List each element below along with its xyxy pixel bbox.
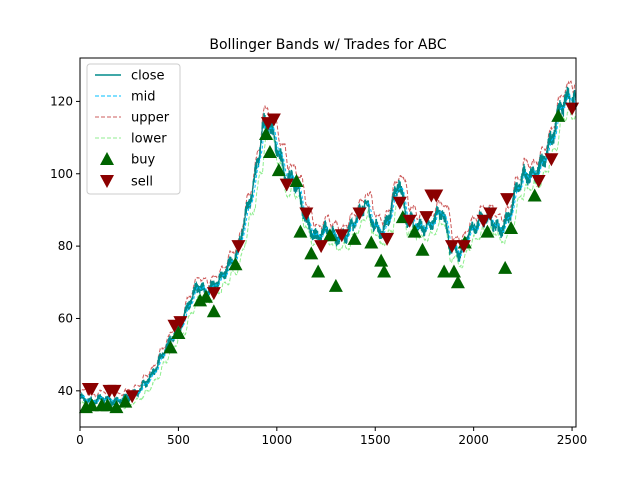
buy-marker (118, 394, 133, 408)
sell-marker (531, 175, 546, 188)
sell-marker (500, 193, 515, 207)
buy-marker (374, 253, 389, 267)
buy-marker (262, 145, 277, 159)
sell-marker (84, 383, 99, 397)
buy-marker (193, 293, 208, 307)
sell-marker (231, 240, 246, 254)
sell-marker (173, 316, 188, 330)
buy-marker (446, 264, 461, 278)
sell-marker (483, 207, 498, 221)
y-tick-label: 100 (50, 167, 73, 181)
legend-label-sell: sell (131, 175, 153, 190)
series-line-mid (80, 93, 576, 404)
x-tick-label: 1500 (360, 433, 391, 447)
y-tick-label: 40 (58, 384, 73, 398)
legend-label-buy: buy (131, 153, 155, 168)
buy-marker (322, 228, 337, 242)
sell-marker (206, 287, 221, 301)
sell-marker (445, 240, 459, 254)
sell-marker (299, 207, 314, 221)
x-tick-label: 2000 (458, 433, 489, 447)
sell-marker (429, 189, 444, 203)
chart-title: Bollinger Bands w/ Trades for ABC (209, 37, 446, 53)
buy-marker (84, 398, 99, 412)
sell-marker (334, 229, 349, 243)
y-tick-label: 60 (58, 311, 73, 325)
x-tick-label: 1000 (262, 433, 293, 447)
legend-item-close: close (95, 69, 164, 84)
buy-marker (206, 304, 221, 318)
legend-swatch-sell (100, 175, 114, 188)
trade-markers (78, 102, 580, 414)
buy-marker (407, 224, 422, 238)
y-tick-label: 120 (50, 94, 73, 108)
plot-frame (79, 57, 577, 428)
sell-marker (456, 240, 471, 254)
sell-marker (314, 240, 329, 254)
sell-marker (402, 214, 417, 228)
buy-marker (504, 221, 519, 235)
sell-marker (279, 178, 294, 192)
buy-marker (259, 126, 273, 140)
sell-marker (544, 153, 559, 167)
legend-label-mid: mid (131, 90, 156, 105)
buy-marker (198, 289, 213, 303)
y-axis: 40 60 80 100 120 (50, 94, 80, 398)
buy-marker (328, 278, 343, 292)
buy-marker (527, 188, 542, 202)
buy-marker (228, 257, 243, 271)
series-line-upper (80, 80, 576, 398)
buy-marker (347, 231, 362, 245)
x-axis: 0 500 1000 1500 2000 2500 (76, 427, 587, 447)
sell-marker (419, 211, 434, 225)
legend-swatch-buy (100, 152, 114, 165)
buy-marker (311, 264, 326, 278)
legend: close mid upper lower buy sell (86, 63, 181, 195)
buy-marker (364, 235, 379, 249)
sell-marker (125, 390, 140, 404)
sell-marker (266, 113, 281, 127)
y-tick-label: 80 (58, 239, 73, 253)
buy-marker (163, 340, 178, 354)
legend-label-lower: lower (131, 132, 167, 147)
buy-marker (289, 174, 304, 187)
buy-marker (450, 275, 465, 289)
buy-marker (271, 163, 286, 177)
buy-marker (480, 224, 495, 238)
buy-marker (304, 246, 319, 260)
series-line-lower (80, 105, 576, 412)
legend-label-close: close (131, 69, 164, 84)
buy-marker (437, 264, 452, 278)
legend-item-mid: mid (95, 90, 156, 105)
buy-marker (293, 224, 308, 238)
legend-item-lower: lower (95, 132, 167, 147)
buy-marker (109, 400, 124, 414)
buy-marker (551, 108, 566, 122)
legend-item-upper: upper (95, 111, 170, 126)
legend-item-buy: buy (100, 152, 155, 168)
buy-marker (498, 260, 513, 274)
legend-label-upper: upper (131, 111, 170, 126)
sell-marker (476, 214, 491, 228)
buy-marker (415, 242, 430, 256)
x-tick-label: 500 (167, 433, 190, 447)
buy-marker (171, 325, 186, 339)
x-tick-label: 2500 (557, 433, 588, 447)
sell-marker (392, 196, 407, 210)
sell-marker (380, 232, 395, 246)
sell-marker (107, 384, 122, 398)
buy-marker (377, 264, 392, 278)
buy-marker (100, 398, 115, 412)
x-tick-label: 0 (76, 433, 84, 447)
legend-item-sell: sell (100, 175, 153, 190)
sell-marker (352, 207, 367, 221)
